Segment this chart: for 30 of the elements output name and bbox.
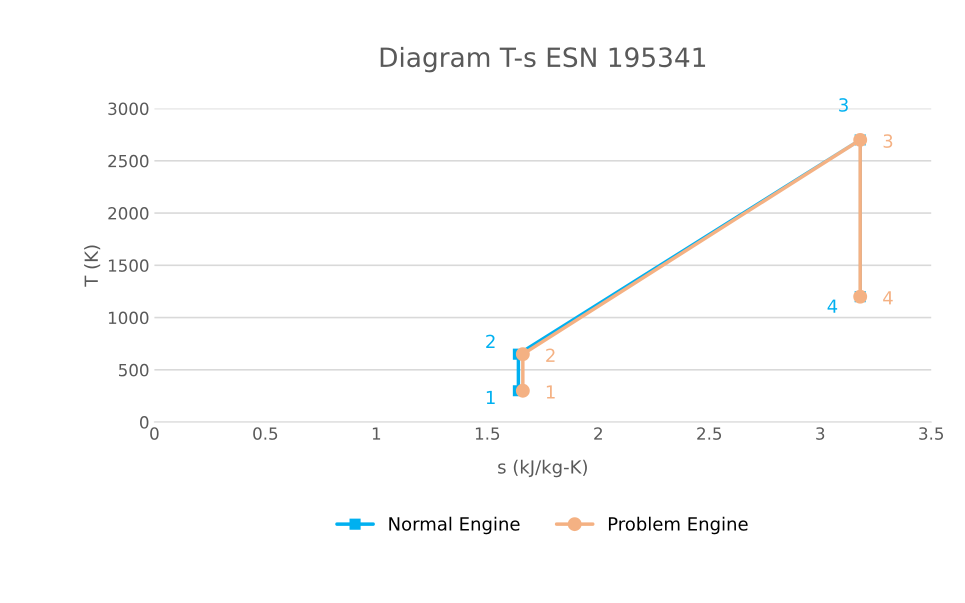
annotation: 1	[546, 385, 555, 399]
point	[516, 347, 530, 362]
y-tick-label: 3000	[108, 102, 148, 116]
x-tick-label: 0	[150, 427, 159, 440]
annotation: 4	[883, 291, 893, 304]
x-tick-label: 0.5	[253, 427, 278, 440]
annotation: 3	[839, 98, 848, 112]
annotation: 4	[828, 300, 838, 313]
y-tick-label: 2500	[108, 154, 148, 168]
annotation: 2	[546, 348, 555, 362]
y-tick-label: 2000	[108, 207, 148, 220]
annotation: 2	[486, 334, 495, 348]
x-tick-label: 2.5	[697, 427, 722, 440]
y-tick-label: 0	[140, 416, 148, 429]
x-tick-label: 1.5	[476, 427, 500, 440]
x-tick-label: 1	[372, 427, 380, 440]
legend-label: Normal Engine	[389, 516, 520, 534]
x-tick-label: 2	[594, 427, 602, 440]
y-axis-title: T (K)	[84, 246, 100, 287]
x-axis-title: s (kJ/kg-K)	[498, 460, 587, 478]
annotation: 1	[486, 390, 495, 404]
y-tick-label: 1000	[108, 312, 148, 324]
x-tick-label: 3.5	[919, 427, 944, 440]
annotation: 3	[884, 134, 892, 148]
x-tick-label: 3	[816, 427, 824, 440]
legend-label: Problem Engine	[608, 516, 748, 534]
point	[516, 384, 530, 398]
chart-title: Diagram T-s ESN 195341	[380, 46, 706, 72]
y-tick-label: 1500	[108, 259, 148, 272]
y-tick-label: 500	[119, 364, 148, 376]
